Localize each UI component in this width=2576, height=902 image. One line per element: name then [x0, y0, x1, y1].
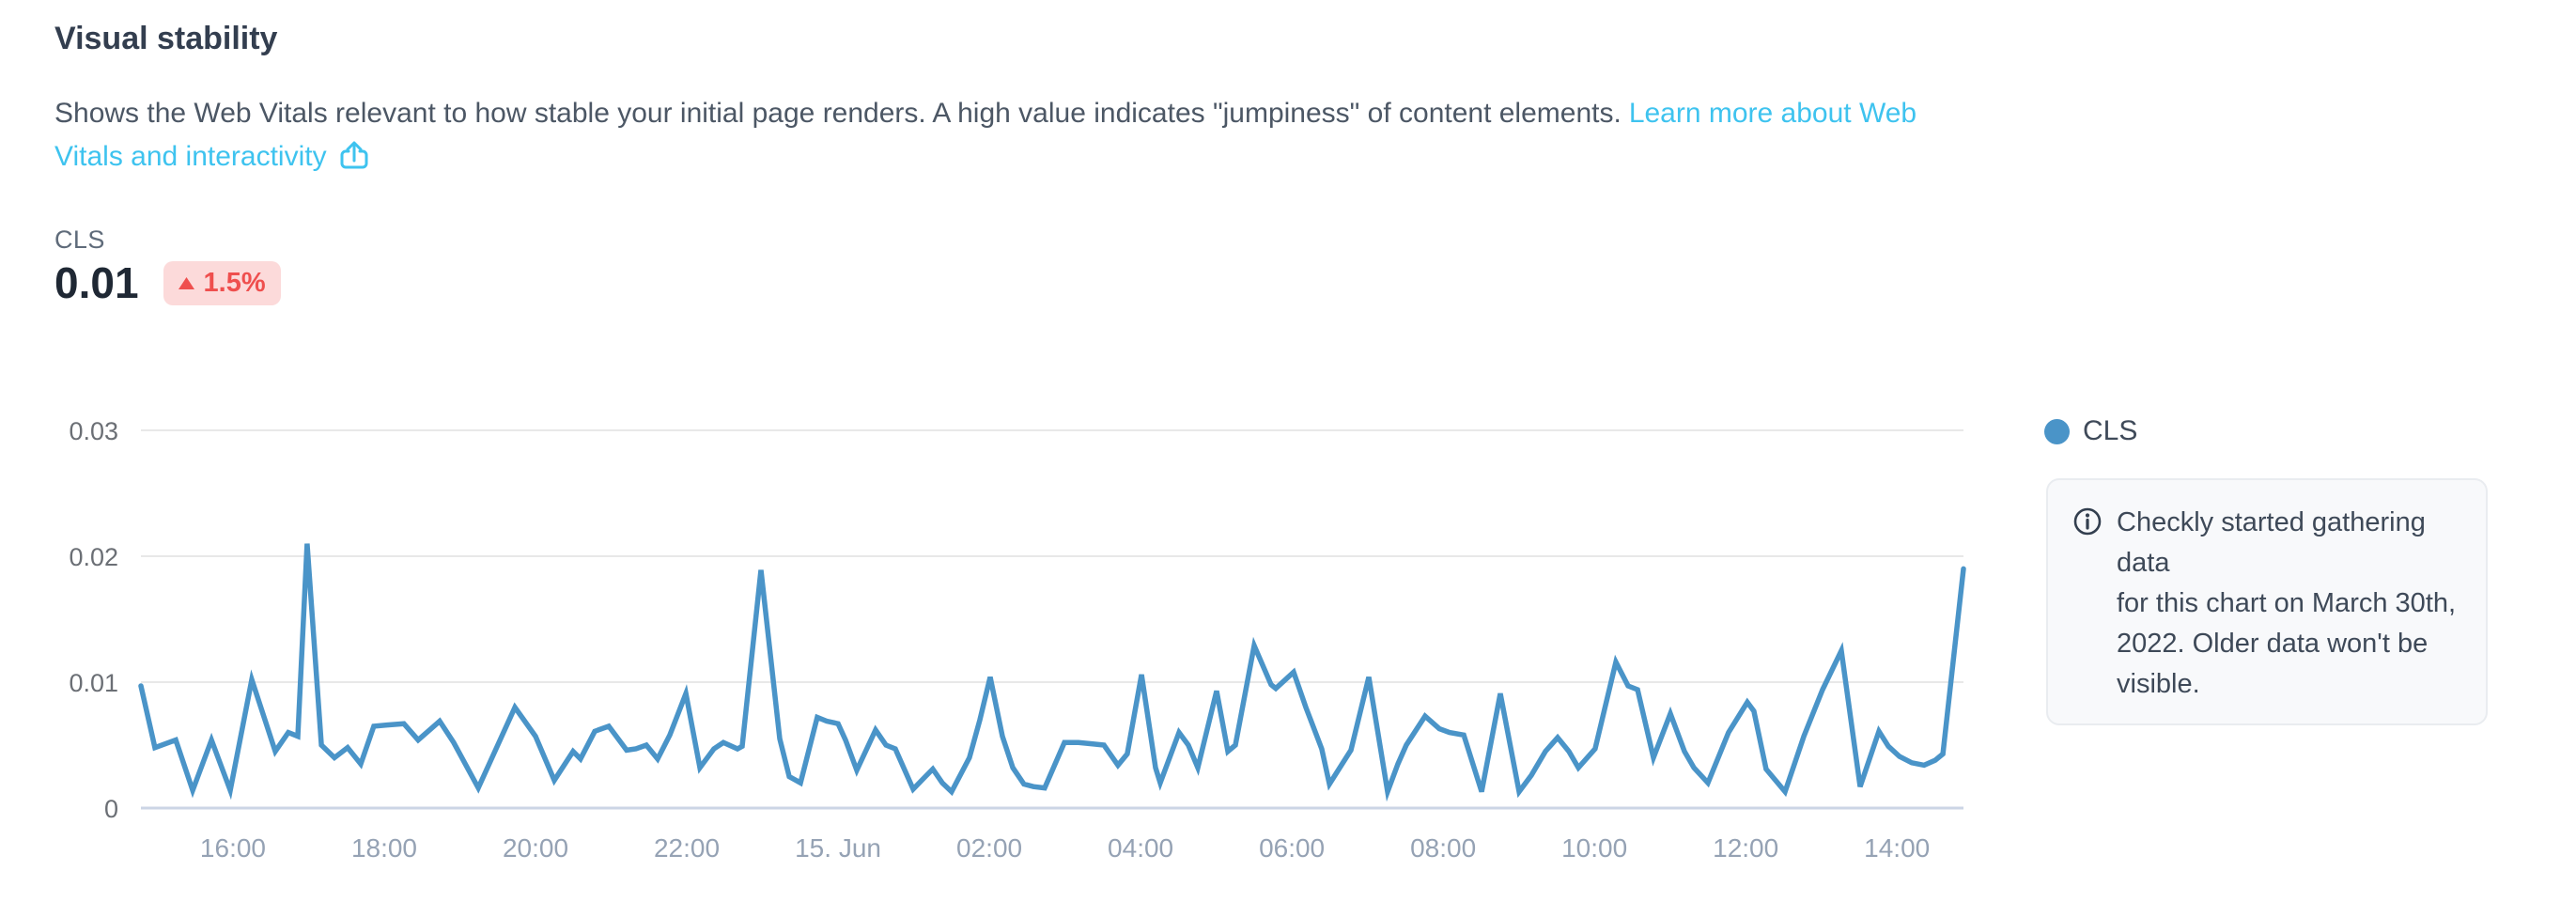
x-axis-tick-label: 16:00	[200, 833, 266, 863]
y-axis-tick-label: 0.03	[69, 417, 118, 445]
x-axis-tick-label: 04:00	[1108, 833, 1173, 863]
x-axis-tick-label: 14:00	[1864, 833, 1930, 863]
y-axis-tick-label: 0.01	[69, 669, 118, 697]
metric-label: CLS	[54, 226, 105, 254]
x-axis-tick-label: 20:00	[503, 833, 568, 863]
y-axis-tick-label: 0.02	[69, 543, 118, 571]
cls-line-chart[interactable]: 0 0.01 0.02 0.03 16:00 18:00 20:00 22:00 15. Jun…	[0, 404, 2576, 902]
metric-value: 0.01	[54, 258, 139, 307]
arrow-up-icon	[178, 276, 194, 289]
external-share-icon	[340, 141, 368, 169]
x-axis-tick-label: 18:00	[351, 833, 417, 863]
x-axis-tick-label: 02:00	[956, 833, 1022, 863]
legend-item-cls[interactable]: CLS	[2044, 415, 2137, 447]
delta-value: 1.5%	[203, 267, 266, 298]
x-axis-tick-label: 22:00	[654, 833, 720, 863]
delta-badge: 1.5%	[163, 260, 281, 305]
x-axis-tick-label: 15. Jun	[795, 833, 881, 863]
info-note-box: Checkly started gathering data for this …	[2046, 478, 2488, 725]
x-axis-tick-label: 10:00	[1561, 833, 1627, 863]
metric-row: 0.01 1.5%	[54, 259, 281, 307]
x-axis-tick-label: 06:00	[1259, 833, 1325, 863]
page-title: Visual stability	[54, 21, 278, 56]
x-axis-tick-label: 12:00	[1713, 833, 1778, 863]
description-text: Shows the Web Vitals relevant to how sta…	[54, 98, 1622, 129]
legend-dot-icon	[2044, 418, 2070, 444]
y-axis-tick-label: 0	[104, 795, 118, 823]
info-note-text: Checkly started gathering data for this …	[2117, 507, 2457, 699]
legend-label: CLS	[2083, 415, 2138, 446]
info-circle-icon	[2073, 507, 2102, 536]
x-axis-tick-label: 08:00	[1410, 833, 1476, 863]
learn-more-link[interactable]: Learn more about Web Vitals and interacti…	[54, 98, 1917, 172]
cls-series-line[interactable]	[138, 543, 1966, 802]
panel-description: Shows the Web Vitals relevant to how sta…	[54, 92, 1916, 179]
